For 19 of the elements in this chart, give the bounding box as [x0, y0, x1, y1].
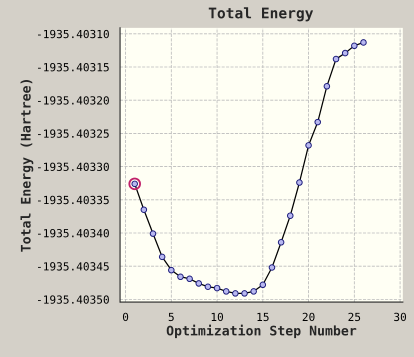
y-tick-label: -1935.40345	[38, 262, 109, 271]
x-tick-label: 10	[212, 312, 224, 322]
y-tick-label: -1935.40315	[38, 63, 109, 72]
y-tick-label: -1935.40350	[38, 295, 109, 304]
y-axis-title: Total Energy (Hartree)	[20, 80, 34, 252]
x-axis-title: Optimization Step Number	[166, 324, 356, 338]
x-tick-label: 15	[257, 312, 269, 322]
x-tick-label: 0	[122, 312, 128, 322]
chart-title: Total Energy	[208, 7, 314, 22]
x-tick-label: 25	[348, 312, 360, 322]
y-tick-label: -1935.40325	[38, 129, 109, 138]
x-tick-label: 20	[302, 312, 315, 322]
x-tick-label: 30	[394, 312, 406, 322]
y-tick-label: -1935.40335	[38, 196, 109, 204]
y-tick-label: -1935.40320	[38, 96, 109, 105]
y-tick-label: -1935.40310	[38, 30, 109, 38]
x-tick-label: 5	[168, 312, 174, 322]
y-tick-label: -1935.40330	[38, 162, 109, 172]
y-tick-label: -1935.40340	[38, 228, 109, 238]
